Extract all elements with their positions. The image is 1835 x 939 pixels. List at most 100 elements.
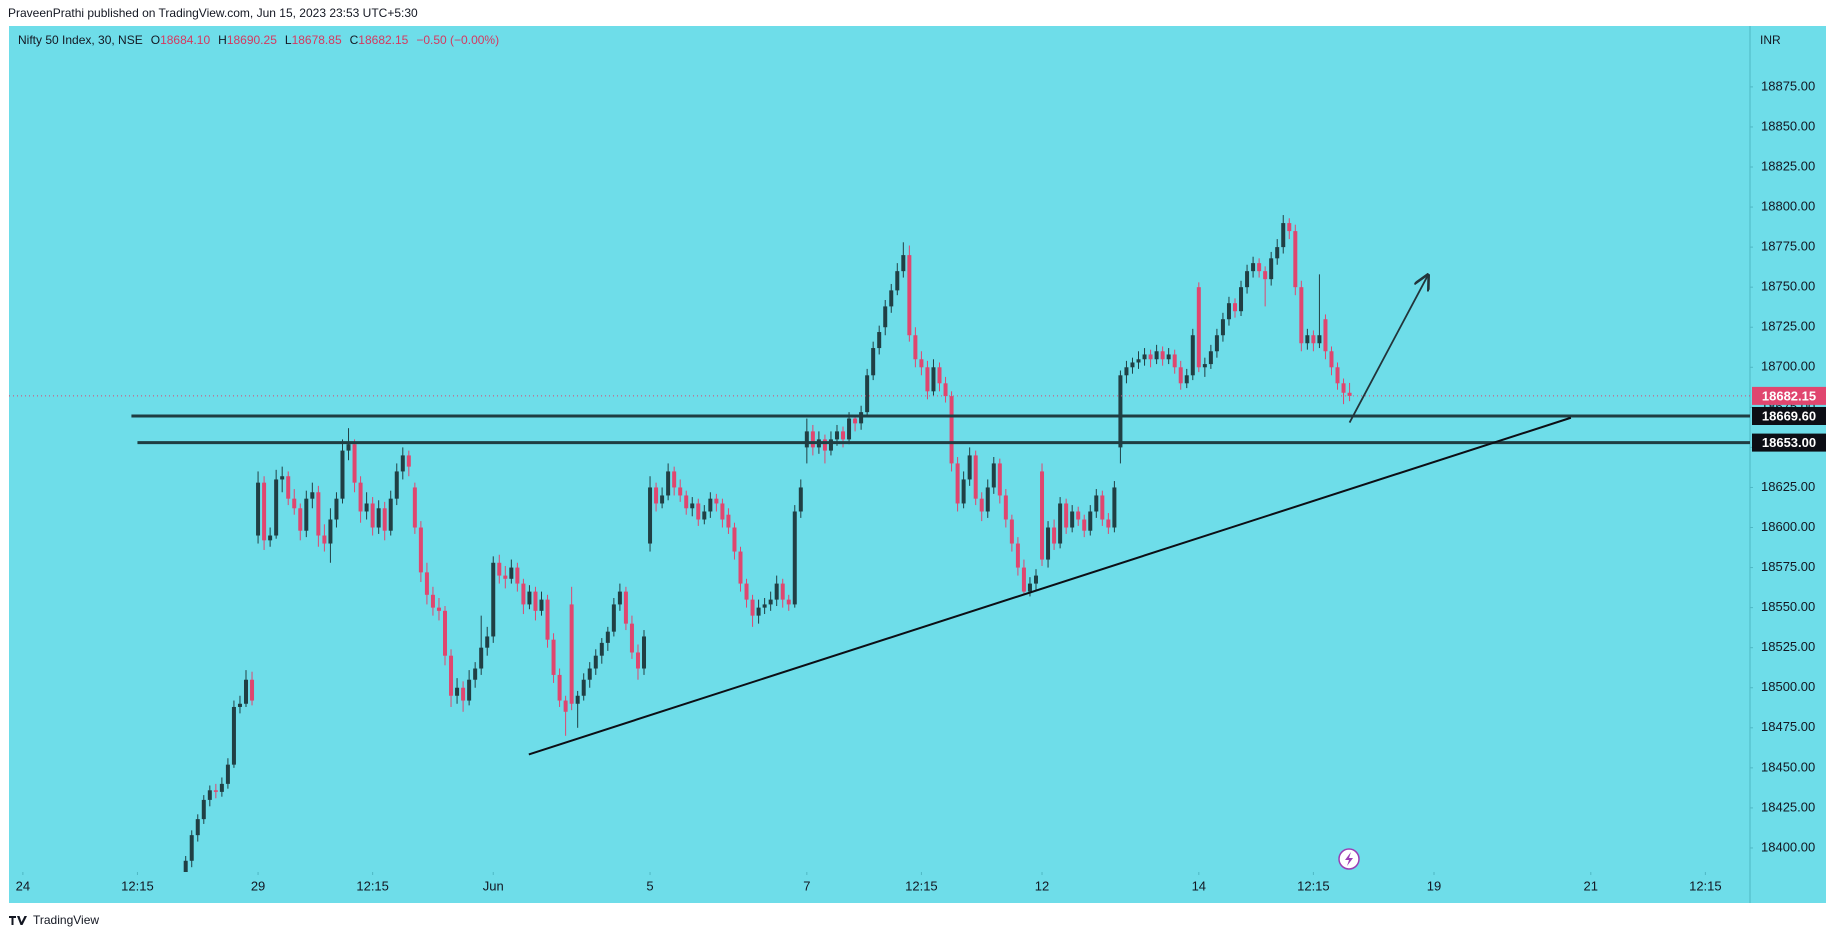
candle-body	[533, 591, 538, 611]
candle-body	[702, 511, 707, 520]
x-tick-label: 29	[251, 878, 265, 893]
candle-body	[973, 455, 978, 499]
level-box	[1752, 433, 1826, 452]
candle-body	[1196, 287, 1201, 368]
footer: TradingView	[33, 913, 99, 927]
candle-body	[1317, 335, 1322, 344]
y-tick-label: 18775.00	[1761, 239, 1815, 254]
candle-body	[1160, 351, 1165, 360]
candle-body	[635, 652, 640, 669]
x-tick-label: 24	[16, 878, 30, 893]
currency: INR	[1760, 33, 1781, 47]
candle-body	[666, 471, 671, 496]
candle-body	[1239, 287, 1244, 312]
candle-body	[268, 535, 273, 541]
candle-body	[316, 492, 321, 536]
y-tick-label: 18800.00	[1761, 198, 1815, 213]
candle-body	[461, 687, 466, 701]
candle-body	[412, 487, 417, 528]
candle-body	[436, 607, 441, 611]
candle-body	[382, 508, 387, 531]
candle-body	[286, 476, 291, 499]
candle-body	[418, 527, 423, 573]
candle-body	[895, 271, 900, 291]
candle-body	[1299, 287, 1304, 344]
candle-body	[738, 551, 743, 584]
candle-body	[515, 567, 520, 584]
ohlc-value: 18682.15	[358, 33, 409, 47]
candle-body	[1257, 263, 1262, 272]
candle-body	[1052, 527, 1057, 544]
candle-body	[1190, 335, 1195, 376]
candle-body	[334, 498, 339, 520]
candle-body	[424, 572, 429, 595]
x-tick-label: 14	[1192, 878, 1206, 893]
candle-body	[557, 674, 562, 701]
replay-icon	[1338, 848, 1360, 870]
x-tick-label: 12:15	[905, 878, 938, 893]
ohlc-key: C	[349, 33, 359, 47]
candle-body	[629, 623, 634, 653]
candle-body	[1323, 319, 1328, 352]
candle-body	[449, 655, 454, 696]
candle-body	[660, 495, 665, 504]
candle-body	[611, 604, 616, 632]
candle-body	[714, 498, 719, 504]
candle-body	[834, 431, 839, 440]
candle-body	[943, 383, 948, 397]
candle-body	[575, 695, 580, 704]
candle-body	[1112, 487, 1117, 528]
y-tick-label: 18500.00	[1761, 679, 1815, 694]
candle-body	[1040, 471, 1045, 560]
candle-body	[1003, 495, 1008, 520]
candle-body	[394, 471, 399, 499]
candle-body	[569, 604, 574, 704]
change: −0.50 (−0.00%)	[416, 33, 500, 47]
candle-body	[599, 642, 604, 656]
candle-body	[822, 439, 827, 451]
candle-body	[370, 503, 375, 528]
candle-body	[1009, 519, 1014, 544]
y-tick-label: 18625.00	[1761, 479, 1815, 494]
candle-body	[726, 514, 731, 528]
candle-body	[841, 431, 846, 440]
candle-body	[949, 396, 954, 464]
candle-body	[907, 255, 912, 336]
y-tick-label: 18600.00	[1761, 519, 1815, 534]
candle-body	[1341, 383, 1346, 393]
candle-body	[1311, 335, 1316, 344]
ohlc-key: O	[150, 33, 161, 47]
candle-body	[919, 359, 924, 368]
candle-body	[219, 783, 224, 792]
candle-body	[1263, 271, 1268, 280]
candle-body	[756, 607, 761, 616]
candle-body	[991, 463, 996, 488]
candle-body	[1214, 335, 1219, 352]
candle-body	[1136, 359, 1141, 363]
candle-body	[642, 636, 647, 669]
candle-body	[406, 455, 411, 467]
candle-body	[774, 583, 779, 600]
candle-body	[925, 367, 930, 392]
candle-body	[678, 487, 683, 496]
candle-body	[690, 503, 695, 509]
candle-body	[497, 562, 502, 576]
y-tick-label: 18725.00	[1761, 319, 1815, 334]
candle-body	[527, 591, 532, 605]
candle-body	[587, 668, 592, 680]
candle-body	[847, 418, 852, 440]
candle-body	[243, 679, 248, 704]
candle-body	[563, 700, 568, 712]
candle-body	[955, 463, 960, 504]
candle-body	[491, 562, 496, 637]
candle-body	[1281, 223, 1286, 248]
candle-body	[804, 431, 809, 448]
x-tick-label: 12:15	[1297, 878, 1330, 893]
last-price-box	[1752, 386, 1826, 405]
candle-body	[883, 306, 888, 328]
candle-body	[479, 647, 484, 669]
x-tick-label: 19	[1427, 878, 1441, 893]
candle-body	[889, 290, 894, 307]
